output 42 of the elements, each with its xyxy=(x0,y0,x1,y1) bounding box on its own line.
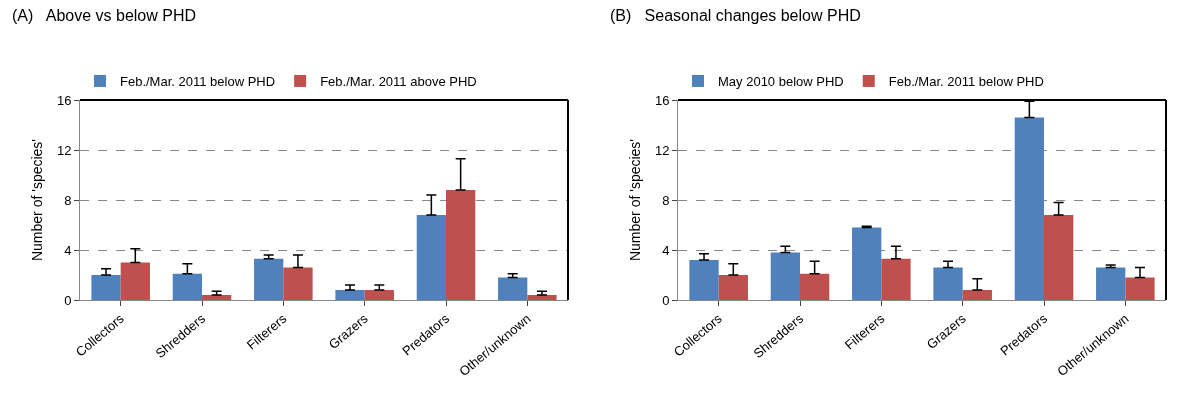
bar xyxy=(364,290,394,300)
y-tick-label: 8 xyxy=(662,192,670,208)
legend-label: Feb./Mar. 2011 below PHD xyxy=(120,74,276,90)
legend-label: May 2010 below PHD xyxy=(718,74,844,90)
bar xyxy=(91,275,121,300)
bar xyxy=(335,290,365,300)
y-tick-label: 16 xyxy=(654,92,670,108)
y-axis-title: Number of 'species' xyxy=(29,138,45,262)
bar xyxy=(1125,277,1155,300)
bar xyxy=(172,273,202,300)
legend-label: Feb./Mar. 2011 above PHD xyxy=(320,74,477,90)
chart-title: (A) Above vs below PHD xyxy=(11,7,197,25)
chart-title: (B) Seasonal changes below PHD xyxy=(609,7,861,25)
bar xyxy=(881,258,911,300)
y-tick-label: 4 xyxy=(64,242,72,258)
bar xyxy=(933,267,963,300)
bar xyxy=(527,295,557,300)
bar xyxy=(1014,117,1044,300)
bar xyxy=(283,267,313,300)
bar xyxy=(770,252,800,300)
y-tick-label: 12 xyxy=(56,142,72,158)
bar xyxy=(852,227,882,300)
bar xyxy=(446,190,476,300)
bar xyxy=(120,262,150,300)
y-tick-label: 4 xyxy=(662,242,670,258)
bar xyxy=(202,295,232,300)
bar xyxy=(800,273,830,300)
bar xyxy=(962,290,992,300)
bar xyxy=(689,260,719,300)
bar xyxy=(1096,267,1126,300)
bar xyxy=(498,277,528,300)
bar xyxy=(254,258,284,300)
y-tick-label: 16 xyxy=(56,92,72,108)
y-tick-label: 8 xyxy=(64,192,72,208)
y-axis-title: Number of 'species' xyxy=(627,138,643,262)
y-tick-label: 12 xyxy=(654,142,670,158)
bar xyxy=(718,275,748,300)
bar xyxy=(416,215,446,300)
legend-label: Feb./Mar. 2011 below PHD xyxy=(888,74,1044,90)
y-tick-label: 0 xyxy=(64,292,72,308)
y-tick-label: 0 xyxy=(662,292,670,308)
bar xyxy=(1044,215,1074,300)
